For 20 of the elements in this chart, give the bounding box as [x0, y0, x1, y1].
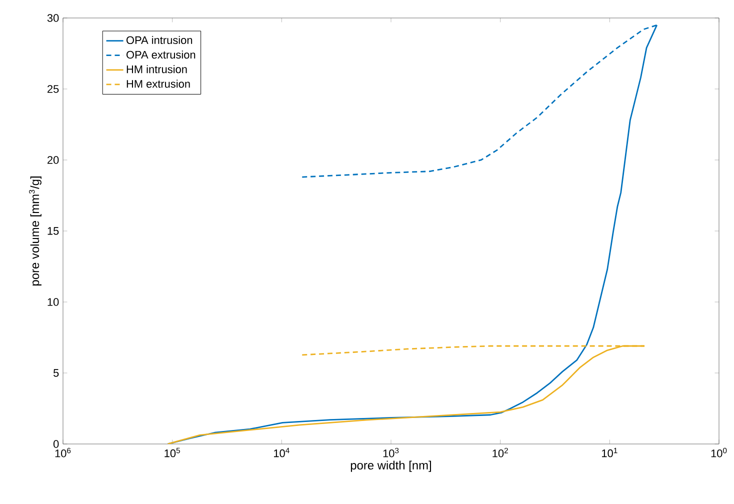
y-tick-label: 30	[47, 14, 59, 22]
x-tick-label: 10$^{5}$	[164, 448, 180, 458]
legend-label: HM intrusion	[126, 65, 187, 74]
x-tick-label: 10$^{4}$	[274, 448, 290, 458]
y-tick-label: 0	[53, 440, 59, 448]
legend-label: HM extrusion	[126, 80, 190, 88]
x-tick-label: 10$^{1}$	[602, 448, 618, 458]
x-tick-label: 10$^{0}$	[711, 448, 727, 458]
y-tick-label: 25	[48, 85, 59, 93]
y-tick-label: 20	[48, 156, 59, 164]
y-tick-label: 5	[53, 369, 59, 377]
x-tick-label: 10$^{6}$	[55, 448, 71, 458]
legend-label: OPA extrusion	[126, 50, 196, 59]
y-axis-title: pore volume [mm$^{3}$/g]	[29, 176, 42, 286]
legend-label: OPA intrusion	[126, 36, 192, 44]
x-axis-title: pore width [nm]	[350, 460, 431, 472]
x-tick-label: 10$^{3}$	[383, 448, 399, 458]
y-tick-label: 15	[48, 227, 59, 235]
y-tick-label: 10	[48, 298, 59, 306]
x-tick-label: 10$^{2}$	[492, 448, 508, 458]
